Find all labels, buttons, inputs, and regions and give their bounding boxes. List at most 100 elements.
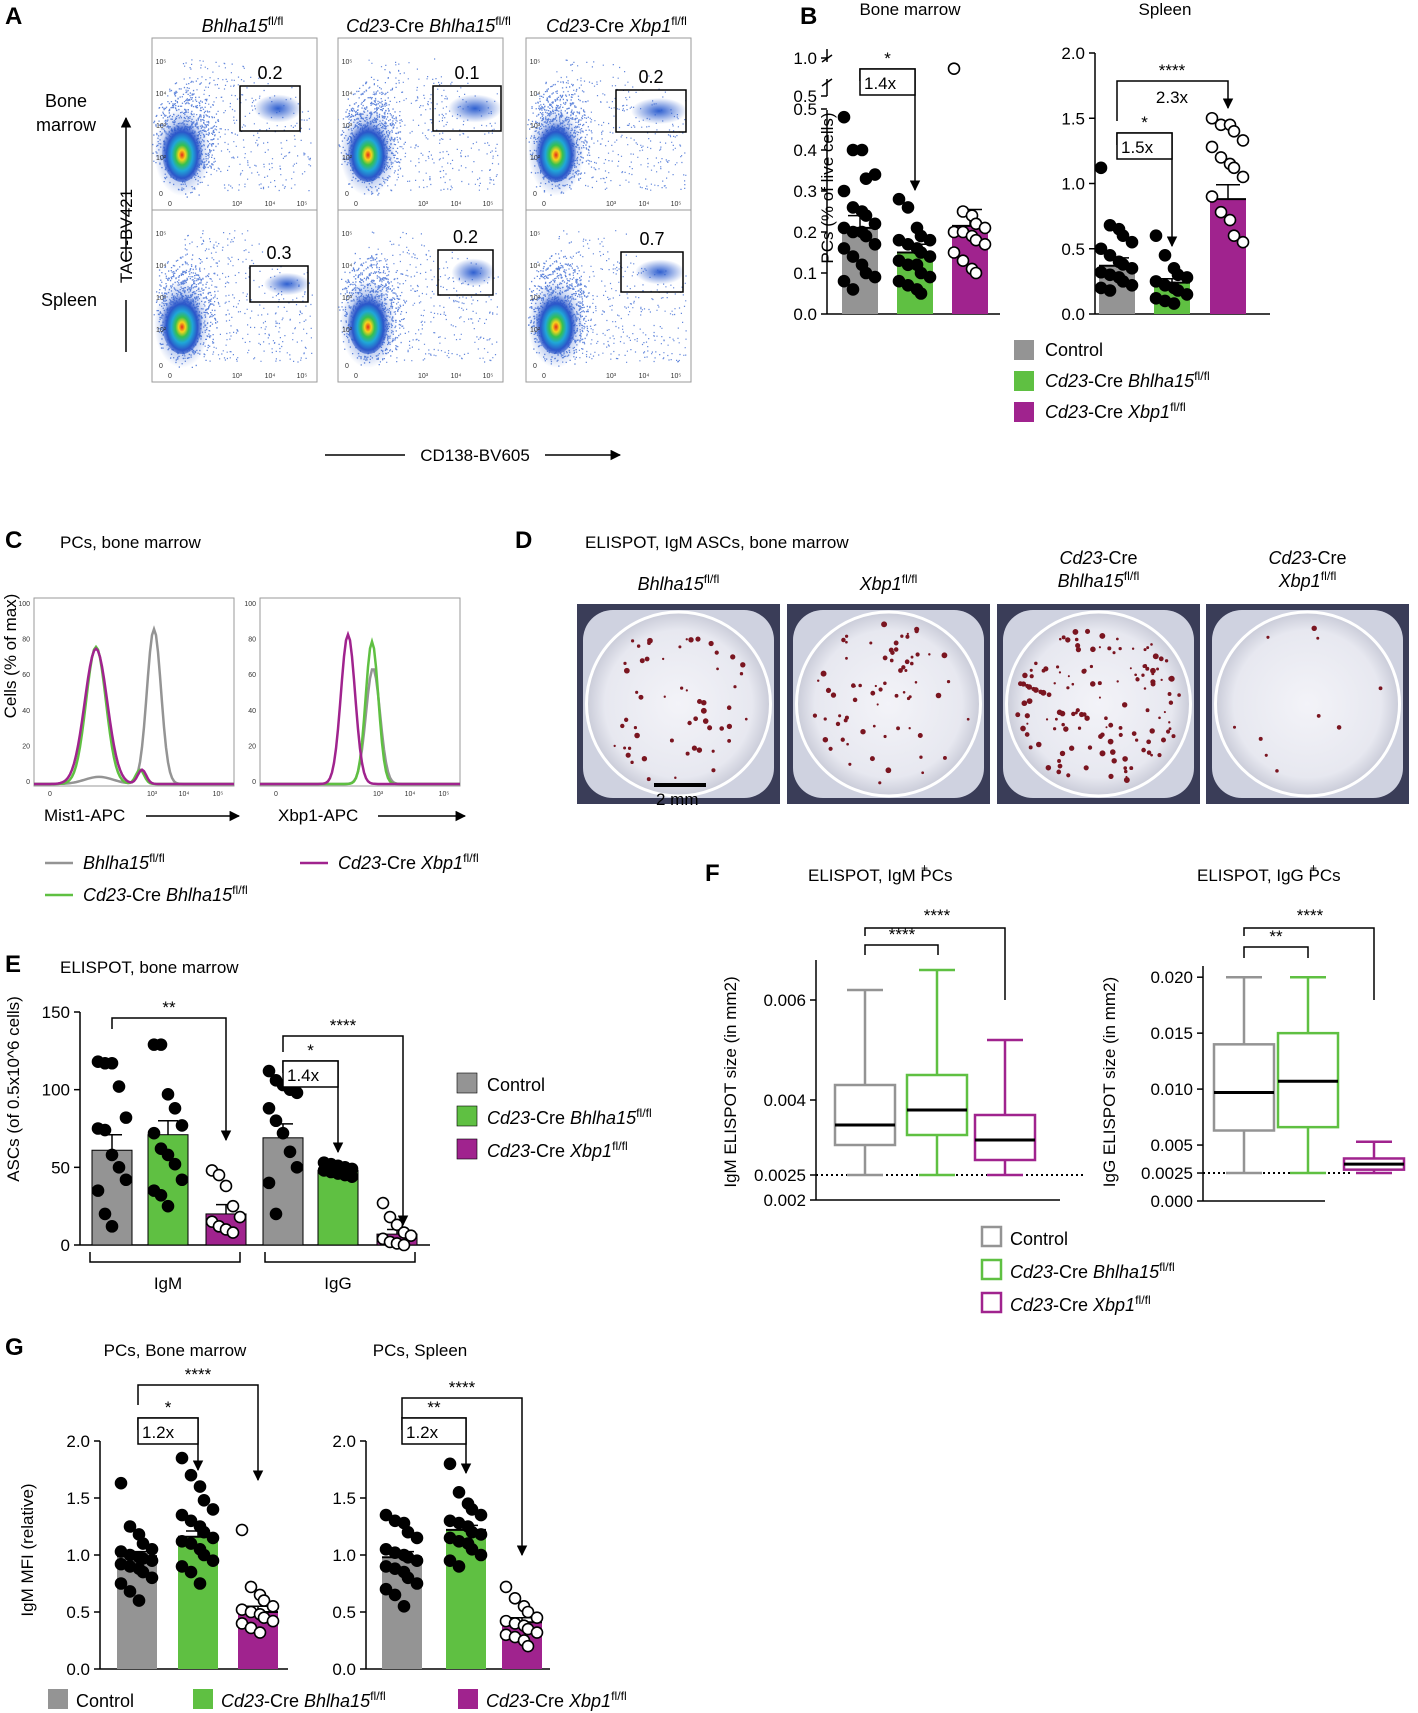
legend-label: Cd23-Cre Xbp1fl/fl bbox=[486, 1689, 627, 1711]
flow-tick-label: 10⁴ bbox=[156, 263, 167, 270]
data-point bbox=[161, 1148, 175, 1162]
y-tick-label: 1.0 bbox=[332, 1546, 356, 1565]
data-point bbox=[1236, 235, 1250, 249]
flow-tick-label: 0 bbox=[533, 363, 537, 370]
flow-tick-label: 10⁴ bbox=[265, 373, 276, 380]
significance-bracket bbox=[1116, 80, 1234, 121]
legend-label: Cd23-Cre Xbp1fl/fl bbox=[1045, 400, 1186, 422]
data-point bbox=[226, 1199, 240, 1213]
flow-tick-label: 10⁴ bbox=[530, 263, 541, 270]
fold-change: 1.2x bbox=[406, 1423, 439, 1442]
chart-title: ELISPOT, IgM PCs bbox=[808, 866, 953, 885]
significance-stars: * bbox=[307, 1041, 314, 1060]
data-point bbox=[233, 1210, 247, 1224]
flow-tick-label: 10⁴ bbox=[342, 263, 353, 270]
y-tick-label: 2.0 bbox=[1061, 44, 1085, 63]
significance-stars: **** bbox=[185, 1365, 212, 1384]
flow-tick-label: 10⁵ bbox=[483, 373, 494, 380]
data-point bbox=[290, 1161, 304, 1174]
density-core bbox=[536, 122, 576, 182]
elispot-spots bbox=[1015, 628, 1181, 783]
box bbox=[905, 1073, 969, 1137]
well-membrane bbox=[1005, 610, 1192, 798]
panel-d-elispot-wells: ELISPOT, IgM ASCs, bone marrow Bhlha15fl/… bbox=[577, 533, 1409, 809]
data-point bbox=[1227, 125, 1241, 138]
legend-swatch bbox=[980, 1225, 1003, 1248]
y-tick-label: 0.3 bbox=[793, 182, 817, 201]
y-tick-label: 150 bbox=[42, 1003, 70, 1022]
data-point bbox=[846, 283, 860, 296]
well-label: Cd23-Cre bbox=[1059, 548, 1137, 568]
gate-value: 0.2 bbox=[638, 67, 663, 87]
data-point bbox=[1227, 161, 1241, 175]
y-tick-label: 0.0 bbox=[332, 1660, 356, 1679]
superscript: + bbox=[1310, 861, 1317, 875]
gate-box bbox=[432, 85, 502, 132]
hist-x-label: Xbp1-APC bbox=[278, 806, 358, 825]
bar bbox=[262, 1137, 304, 1246]
data-point bbox=[474, 1548, 488, 1562]
data-point bbox=[1094, 161, 1108, 175]
pc-population bbox=[263, 272, 311, 296]
legend-label: Cd23-Cre Bhlha15fl/fl bbox=[487, 1106, 652, 1128]
data-point bbox=[136, 1565, 150, 1579]
flow-row-label: Bone bbox=[45, 91, 87, 111]
flow-tick-label: 10⁵ bbox=[297, 373, 308, 380]
legend-swatch bbox=[456, 1072, 478, 1094]
data-point bbox=[161, 1088, 175, 1101]
group-bracket bbox=[264, 1252, 416, 1263]
well-label: Xbp1fl/fl bbox=[1278, 569, 1337, 591]
flow-plot-density: 0 10³ 10⁴ 10⁵ 0 10² 10³ 10⁴ 10⁵ bbox=[153, 230, 313, 380]
data-point bbox=[114, 1476, 128, 1490]
data-point bbox=[379, 1582, 393, 1596]
flow-tick-label: 10⁴ bbox=[265, 201, 276, 208]
data-point bbox=[105, 1148, 119, 1162]
data-point bbox=[184, 1514, 198, 1528]
hist-tick-label: 0 bbox=[26, 779, 30, 786]
data-point bbox=[206, 1531, 220, 1545]
hist-tick-label: 10⁵ bbox=[213, 791, 224, 798]
data-point bbox=[1205, 190, 1219, 203]
gate-box bbox=[239, 85, 301, 132]
data-point bbox=[262, 1064, 276, 1078]
significance-bracket bbox=[401, 1397, 528, 1557]
box bbox=[833, 1083, 897, 1147]
legend-swatch bbox=[1014, 340, 1034, 360]
data-point bbox=[345, 1170, 359, 1183]
gate-box bbox=[437, 249, 494, 296]
density-core bbox=[348, 122, 388, 182]
hist-tick-label: 40 bbox=[248, 708, 256, 715]
data-point bbox=[197, 1548, 211, 1562]
data-point bbox=[161, 1199, 175, 1213]
data-point bbox=[114, 1577, 128, 1590]
significance-bracket bbox=[1243, 927, 1375, 1000]
fold-change: 1.2x bbox=[142, 1423, 175, 1442]
data-point bbox=[379, 1508, 393, 1522]
data-point bbox=[1116, 229, 1130, 242]
pc-population bbox=[631, 97, 687, 125]
legend-label: Cd23-Cre Xbp1fl/fl bbox=[338, 851, 479, 873]
legend-label: Cd23-Cre Bhlha15fl/fl bbox=[83, 883, 248, 905]
density-core bbox=[162, 122, 202, 182]
data-point bbox=[1125, 235, 1139, 249]
histogram-xbp1 bbox=[34, 646, 234, 786]
data-point bbox=[452, 1486, 466, 1499]
data-point bbox=[868, 168, 882, 181]
flow-tick-label: 10³ bbox=[606, 201, 617, 208]
flow-tick-label: 10³ bbox=[156, 123, 167, 130]
flow-tick-label: 10² bbox=[156, 327, 167, 334]
data-point bbox=[266, 1600, 280, 1613]
hist-tick-label: 60 bbox=[22, 672, 30, 679]
y-tick-label: 0.004 bbox=[763, 1091, 806, 1110]
flow-column-title: Cd23-Cre Bhlha15fl/fl bbox=[346, 14, 511, 36]
panel-label-e: E bbox=[5, 951, 21, 978]
y-tick-label: 0.1 bbox=[793, 264, 817, 283]
flow-tick-label: 10⁵ bbox=[342, 59, 353, 66]
data-point bbox=[465, 1503, 479, 1516]
data-point bbox=[119, 1173, 133, 1187]
flow-tick-label: 10³ bbox=[606, 373, 617, 380]
significance-bracket bbox=[864, 944, 939, 955]
gate-box bbox=[620, 251, 684, 293]
hist-tick-label: 10⁴ bbox=[405, 791, 416, 798]
gate-box bbox=[249, 265, 309, 303]
